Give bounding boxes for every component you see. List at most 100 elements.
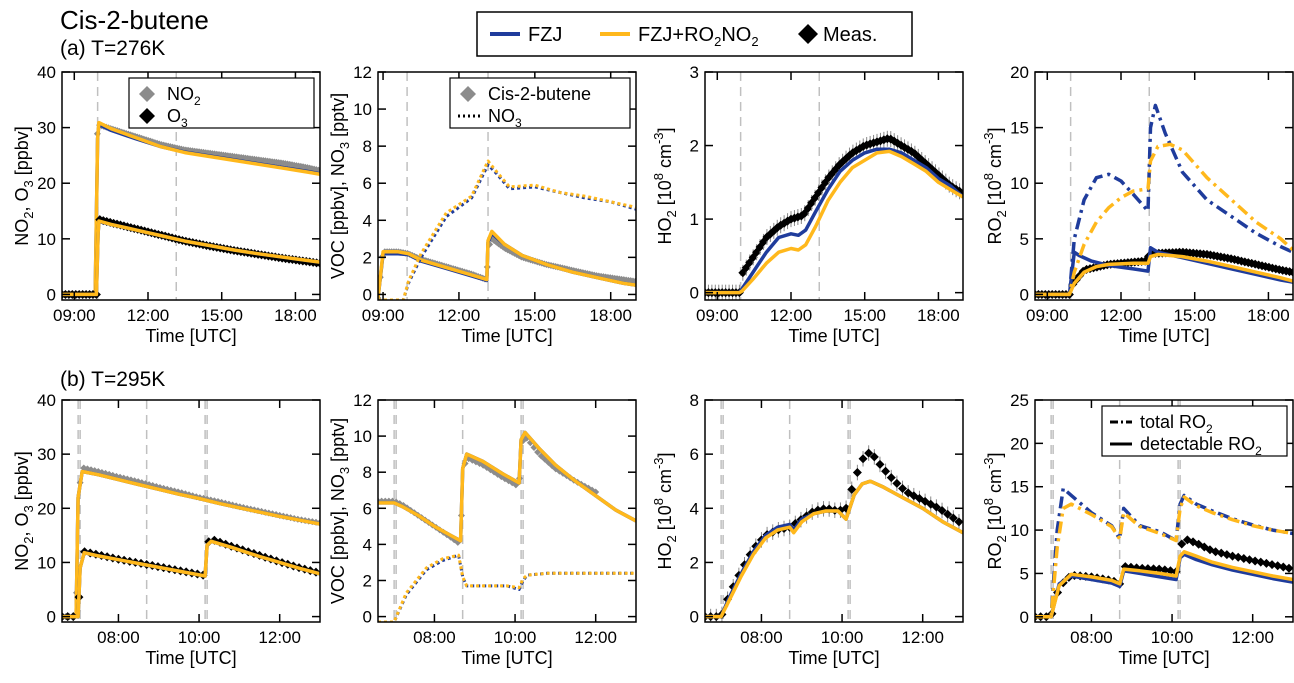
panel-b3-xlabel: Time [UTC] xyxy=(788,648,879,668)
panel-a4-ytick-label-2: 10 xyxy=(1010,174,1029,193)
legend-fzj-rono2-label: FZJ+RO2NO2 xyxy=(638,24,759,49)
panel-a1-legend-box xyxy=(129,78,314,128)
panel-a3-ytick-label-0: 0 xyxy=(690,284,699,303)
panel-b3-xtick-label-1: 10:00 xyxy=(821,628,864,647)
panel-b2-xlabel: Time [UTC] xyxy=(461,648,552,668)
panel-b1-xlabel: Time [UTC] xyxy=(145,648,236,668)
panel-b1-xtick-label-2: 12:00 xyxy=(258,628,301,647)
panel-b3-ytick-label-0: 0 xyxy=(690,608,699,627)
panel-a1-ylabel: NO2, O3 [ppbv] xyxy=(12,126,36,246)
panel-b3-plot-area xyxy=(701,445,964,624)
panel-b4-ytick-label-1: 5 xyxy=(1020,564,1029,583)
panel-b3-ytick-label-2: 4 xyxy=(690,499,699,518)
panel-b3-xtick-label-0: 08:00 xyxy=(740,628,783,647)
panel-a1-ytick-label-4: 40 xyxy=(37,63,56,82)
panel-a3-xtick-label-1: 12:00 xyxy=(770,306,813,325)
panel-b2-ytick-label-1: 2 xyxy=(363,571,372,590)
panel-b3-ho2_meas-point-33 xyxy=(887,473,896,482)
panel-b2-ytick-label-6: 12 xyxy=(353,391,372,410)
panel-a4-ytick-label-0: 0 xyxy=(1020,285,1029,304)
panel-b2-voc_fzj-line xyxy=(378,433,636,541)
panel-b4-xtick-label-1: 10:00 xyxy=(1151,628,1194,647)
panel-b1-no2_fzjr-line xyxy=(62,472,320,617)
panel-b1-ylabel: NO2, O3 [ppbv] xyxy=(12,451,36,571)
panel-a4-xtick-label-0: 09:00 xyxy=(1026,306,1069,325)
panel-b1-xtick-label-1: 10:00 xyxy=(178,628,221,647)
panel-b2-voc_fzjr-line xyxy=(378,433,636,541)
panel-a1-ytick-label-0: 0 xyxy=(47,285,56,304)
panel-b3-ytick-label-4: 8 xyxy=(690,391,699,410)
panel-b4-ylabel: RO2 [108 cm-3] xyxy=(981,452,1009,569)
panel-a4-xlabel: Time [UTC] xyxy=(1118,326,1209,346)
panel-a2-ytick-label-3: 6 xyxy=(363,174,372,193)
panel-b1-frame xyxy=(62,400,320,622)
panel-a3-xtick-label-2: 15:00 xyxy=(843,306,886,325)
panel-b4-ytick-label-2: 10 xyxy=(1010,521,1029,540)
legend-fzj-label: FZJ xyxy=(528,24,562,46)
panel-b1-plot-area xyxy=(58,465,324,622)
panel-b4-ytick-label-4: 20 xyxy=(1010,434,1029,453)
panel-a2-ytick-label-0: 0 xyxy=(363,285,372,304)
panel-a2-xtick-label-0: 09:00 xyxy=(362,306,405,325)
panel-a2-xlabel: Time [UTC] xyxy=(461,326,552,346)
panel-a2-ytick-label-6: 12 xyxy=(353,63,372,82)
panel-b4-ro2_fzjr_tot-line xyxy=(1035,497,1293,617)
panel-a1-ytick-label-2: 20 xyxy=(37,174,56,193)
panel-a1-ytick-label-1: 10 xyxy=(37,230,56,249)
panel-a2-ytick-label-4: 8 xyxy=(363,137,372,156)
panel-b4-xtick-label-2: 12:00 xyxy=(1231,628,1274,647)
panel-a2-ytick-label-1: 2 xyxy=(363,248,372,267)
panel-a4-xtick-label-3: 18:00 xyxy=(1247,306,1290,325)
panel-a2-ylabel: VOC [ppbv], NO3 [pptv] xyxy=(328,93,352,279)
panel-b1-ytick-label-0: 0 xyxy=(47,608,56,627)
panel-b3-ho2_meas-point-27 xyxy=(853,468,862,477)
panel-b4-xtick-label-0: 08:00 xyxy=(1070,628,1113,647)
panel-a3-xlabel: Time [UTC] xyxy=(788,326,879,346)
panel-b3-ho2_meas-point-32 xyxy=(881,467,890,476)
panel-b1-o3_meas-points xyxy=(58,536,321,621)
panel-b3-ylabel: HO2 [108 cm-3] xyxy=(651,452,679,569)
panel-b2-ytick-label-3: 6 xyxy=(363,499,372,518)
panel-a3-ytick-label-3: 3 xyxy=(690,63,699,82)
panel-a3-ytick-label-2: 2 xyxy=(690,137,699,156)
panel-b2-ytick-label-0: 0 xyxy=(363,608,372,627)
panel-b1-ytick-label-3: 30 xyxy=(37,445,56,464)
panel-a1-plot-area xyxy=(58,122,325,299)
panel-b4-ytick-label-0: 0 xyxy=(1020,608,1029,627)
panel-a1-xlabel: Time [UTC] xyxy=(145,326,236,346)
panel-b3-ho2_meas-point-31 xyxy=(875,460,884,469)
panel-b2-no3_fzjr-line xyxy=(378,555,636,622)
panel-a2-voc_fzjr-line xyxy=(378,231,636,298)
panel-a4-xtick-label-2: 15:00 xyxy=(1173,306,1216,325)
panel-a3-ytick-label-1: 1 xyxy=(690,210,699,229)
panel-b2-frame xyxy=(378,400,636,622)
panel-b2-ytick-label-4: 8 xyxy=(363,463,372,482)
panel-a4-ytick-label-1: 5 xyxy=(1020,230,1029,249)
panel-a2-plot-area xyxy=(375,161,639,302)
panel-b1-ytick-label-4: 40 xyxy=(37,391,56,410)
panel-b4-xlabel: Time [UTC] xyxy=(1118,648,1209,668)
panel-b2-ytick-label-2: 4 xyxy=(363,535,372,554)
panel-b2-no3_fzj-line xyxy=(378,555,636,622)
panel-a2-ytick-label-5: 10 xyxy=(353,100,372,119)
panel-a4-ytick-label-4: 20 xyxy=(1010,63,1029,82)
panel-a3-xtick-label-0: 09:00 xyxy=(696,306,739,325)
panel-b3-ho2_meas-point-28 xyxy=(859,454,868,463)
panel-a3-xtick-label-3: 18:00 xyxy=(917,306,960,325)
panel-b3-ho2_meas-points xyxy=(701,445,964,624)
panel-a3-ylabel: HO2 [108 cm-3] xyxy=(651,127,679,244)
panel-b1-ytick-label-1: 10 xyxy=(37,553,56,572)
panel-b4-ytick-label-5: 25 xyxy=(1010,391,1029,410)
panel-a4-xtick-label-1: 12:00 xyxy=(1100,306,1143,325)
legend-meas-label: Meas. xyxy=(823,24,877,46)
panel-a4-ylabel: RO2 [108 cm-3] xyxy=(981,127,1009,244)
